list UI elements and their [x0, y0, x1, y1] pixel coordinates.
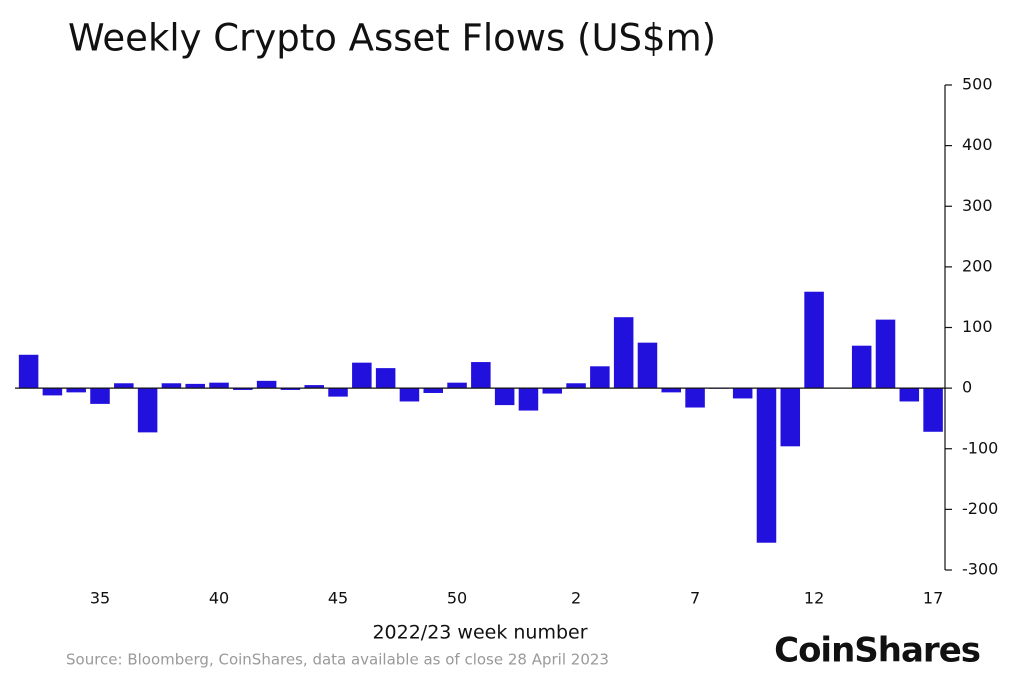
bar: [732, 388, 753, 399]
bar: [280, 388, 301, 390]
bar: [566, 383, 586, 389]
bar: [613, 317, 634, 389]
x-tick-label: 45: [328, 589, 348, 608]
bar: [185, 383, 205, 389]
bar: [352, 362, 372, 389]
bar: [18, 354, 39, 389]
bar: [161, 383, 182, 389]
bar: [542, 388, 563, 394]
source-note: Source: Bloomberg, CoinShares, data avai…: [66, 651, 609, 669]
x-tick-label: 50: [447, 589, 467, 608]
bar: [328, 388, 348, 397]
y-tick-label: 0: [962, 378, 972, 397]
bar: [137, 388, 158, 433]
bar: [923, 388, 943, 432]
bar: [851, 345, 872, 389]
bar: [756, 388, 777, 543]
bar: [375, 368, 396, 389]
bar: [780, 388, 801, 447]
x-axis-label: 2022/23 week number: [372, 622, 587, 644]
y-tick-label: -100: [962, 438, 998, 457]
bar: [447, 382, 467, 389]
brand-logo: CoinShares: [774, 631, 980, 671]
bar: [90, 388, 110, 404]
y-tick-label: 100: [962, 317, 993, 336]
y-tick-label: 400: [962, 135, 993, 154]
bar: [256, 380, 277, 389]
bar: [209, 382, 229, 389]
bar: [685, 388, 705, 408]
x-tick-label: 17: [923, 589, 943, 608]
bar: [114, 383, 134, 389]
bar: [518, 388, 539, 411]
bar: [637, 342, 658, 389]
bar: [471, 362, 491, 389]
bar: [899, 388, 920, 402]
bar: [66, 388, 86, 393]
bar: [399, 388, 420, 402]
x-tick-label: 40: [209, 589, 229, 608]
y-tick-label: -300: [962, 560, 998, 579]
bar: [494, 388, 515, 406]
x-tick-label: 2: [571, 589, 581, 608]
bar: [233, 388, 253, 390]
bar: [590, 366, 610, 389]
bar: [875, 319, 896, 389]
y-tick-label: 300: [962, 196, 993, 215]
x-tick-label: 12: [804, 589, 824, 608]
x-tick-label: 35: [90, 589, 110, 608]
bar: [804, 291, 824, 389]
y-tick-label: 500: [962, 75, 993, 94]
bar: [423, 388, 444, 393]
x-tick-label: 7: [690, 589, 700, 608]
y-tick-label: 200: [962, 256, 993, 275]
y-tick-label: -200: [962, 499, 998, 518]
bar: [661, 388, 682, 393]
bar: [42, 388, 63, 396]
bar: [304, 385, 324, 389]
chart-title: Weekly Crypto Asset Flows (US$m): [68, 17, 716, 60]
